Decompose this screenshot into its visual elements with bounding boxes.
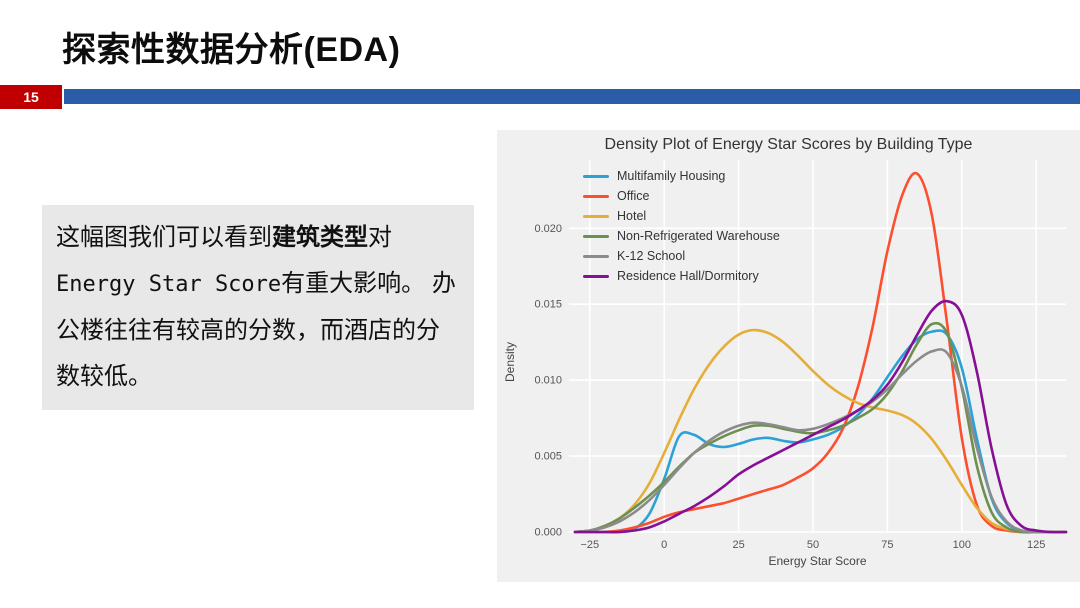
legend-item: Non-Refrigerated Warehouse: [583, 226, 780, 246]
svg-text:100: 100: [953, 539, 971, 551]
info-box: 这幅图我们可以看到建筑类型对Energy Star Score有重大影响。 办公…: [42, 205, 474, 410]
legend-item: Hotel: [583, 206, 780, 226]
info-text: 这幅图我们可以看到建筑类型对Energy Star Score有重大影响。 办公…: [56, 224, 456, 390]
chart-figure: 0.000 0.005 0.010 0.015 0.020 −25 0 25 50 75 100 12…: [497, 130, 1080, 582]
legend-line-swatch: [583, 194, 609, 198]
svg-text:0.020: 0.020: [534, 223, 562, 235]
legend-item: Multifamily Housing: [583, 166, 780, 186]
legend-label: Non-Refrigerated Warehouse: [617, 229, 780, 243]
svg-text:−25: −25: [580, 539, 599, 551]
legend-label: Hotel: [617, 209, 647, 223]
legend-line-swatch: [583, 234, 609, 238]
svg-text:0.005: 0.005: [534, 451, 562, 463]
legend-item: Residence Hall/Dormitory: [583, 266, 780, 286]
legend-line-swatch: [583, 214, 609, 218]
legend-line-swatch: [583, 274, 609, 278]
svg-text:0.000: 0.000: [534, 527, 562, 539]
chart-title: Density Plot of Energy Star Scores by Bu…: [604, 136, 973, 153]
slide-title: 探索性数据分析(EDA): [62, 31, 401, 69]
x-axis-label: Energy Star Score: [768, 554, 867, 568]
legend-label: Residence Hall/Dormitory: [617, 269, 759, 283]
legend-line-swatch: [583, 254, 609, 258]
legend-line-swatch: [583, 174, 609, 178]
legend-label: K-12 School: [617, 249, 686, 263]
svg-text:75: 75: [881, 539, 893, 551]
density-plot: 0.000 0.005 0.010 0.015 0.020 −25 0 25 50 75 100 12…: [534, 160, 1068, 551]
y-axis-label: Density: [503, 342, 517, 383]
svg-text:125: 125: [1027, 539, 1045, 551]
svg-text:25: 25: [732, 539, 744, 551]
svg-text:0: 0: [661, 539, 667, 551]
svg-text:0.010: 0.010: [534, 375, 562, 387]
chart-legend: Multifamily Housing Office Hotel Non-Refrig…: [583, 166, 780, 286]
svg-text:0.015: 0.015: [534, 299, 562, 311]
legend-item: Office: [583, 186, 780, 206]
legend-item: K-12 School: [583, 246, 780, 266]
legend-label: Office: [617, 189, 650, 203]
legend-label: Multifamily Housing: [617, 169, 726, 183]
page-number-badge: 15: [0, 85, 62, 109]
svg-text:50: 50: [807, 539, 819, 551]
header-divider-bar: [64, 89, 1080, 104]
